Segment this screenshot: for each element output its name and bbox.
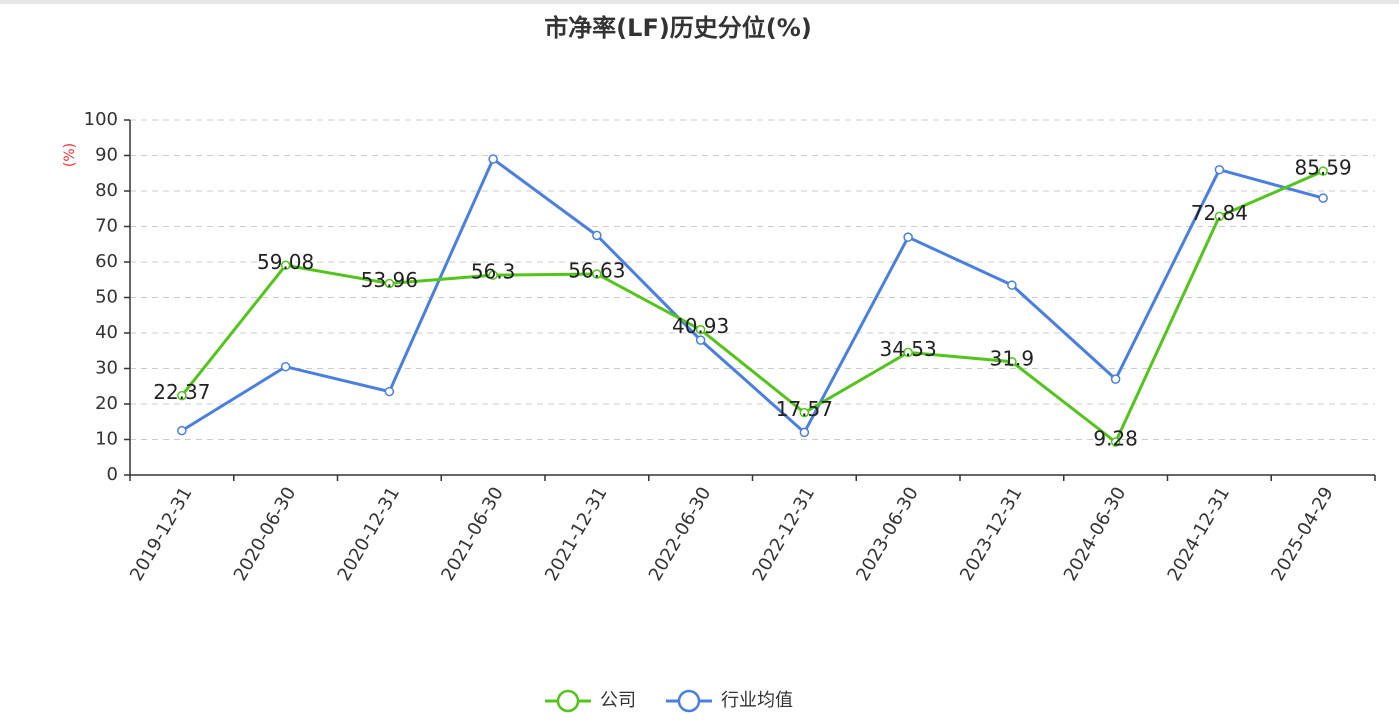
data-point: [280, 260, 291, 271]
x-tick-label: 2021-12-31: [541, 484, 611, 585]
x-tick-label: 2019-12-31: [126, 484, 196, 585]
x-tick-label: 2023-12-31: [956, 484, 1026, 585]
y-tick-label: 30: [95, 358, 118, 379]
y-tick-label: 20: [95, 393, 118, 414]
data-point: [1318, 166, 1328, 176]
legend-marker: [556, 689, 580, 713]
data-point: [903, 232, 913, 242]
value-label: 53.96: [361, 268, 418, 292]
data-point: [1007, 280, 1017, 290]
data-point: [177, 390, 187, 401]
value-label: 31.9: [990, 346, 1035, 370]
top-bar: [0, 0, 1399, 4]
x-tick-label: 2021-06-30: [437, 484, 507, 585]
data-point: [799, 427, 810, 438]
legend-marker: [677, 689, 701, 713]
data-point: [488, 270, 498, 280]
data-point: [592, 230, 602, 241]
y-tick-label: 40: [95, 322, 118, 343]
x-tick-label: 2023-06-30: [852, 484, 922, 585]
x-tick-label: 2022-06-30: [645, 484, 715, 585]
data-point: [1110, 437, 1121, 447]
data-point: [799, 407, 810, 418]
y-axis-label: (%): [62, 143, 78, 167]
y-tick-label: 50: [95, 287, 118, 308]
value-label: 56.3: [471, 260, 516, 284]
data-point: [280, 361, 291, 372]
value-label: 59.08: [257, 250, 314, 274]
y-tick-label: 80: [95, 180, 118, 201]
value-label: 85.59: [1294, 156, 1351, 180]
value-label: 72.84: [1191, 201, 1248, 225]
data-point: [488, 154, 498, 164]
value-label: 40.93: [672, 314, 729, 338]
value-label: 22.37: [153, 380, 210, 404]
value-label: 56.63: [568, 258, 625, 282]
data-point: [1110, 374, 1121, 384]
data-point: [695, 335, 706, 345]
y-tick-label: 0: [107, 464, 118, 485]
data-point: [1007, 357, 1017, 367]
x-tick-label: 2020-12-31: [334, 484, 404, 585]
legend-label: 公司: [600, 690, 636, 711]
x-tick-label: 2024-12-31: [1164, 484, 1234, 585]
series-line: [181, 156, 1324, 435]
x-tick-label: 2020-06-30: [230, 484, 300, 585]
data-point: [1214, 211, 1225, 222]
data-point: [1318, 193, 1328, 203]
x-tick-label: 2024-06-30: [1060, 484, 1130, 585]
y-tick-label: 10: [95, 429, 118, 450]
value-label: 9.28: [1093, 427, 1138, 451]
y-tick-label: 90: [95, 145, 118, 166]
y-tick-label: 100: [84, 109, 118, 130]
data-point: [592, 269, 602, 279]
value-label: 34.53: [879, 337, 936, 361]
data-point: [903, 347, 913, 358]
x-tick-label: 2022-12-31: [749, 484, 819, 585]
legend-label: 行业均值: [721, 690, 793, 711]
data-point: [384, 278, 395, 289]
chart-title: 市净率(LF)历史分位(%): [544, 14, 812, 42]
data-point: [695, 324, 706, 335]
y-tick-label: 60: [95, 251, 118, 272]
data-point: [177, 425, 187, 436]
value-label: 17.57: [776, 397, 833, 421]
y-tick-label: 70: [95, 216, 118, 237]
data-point: [1214, 164, 1225, 175]
series-line: [180, 169, 1324, 445]
data-point: [384, 386, 395, 397]
x-tick-label: 2025-04-29: [1267, 484, 1337, 585]
